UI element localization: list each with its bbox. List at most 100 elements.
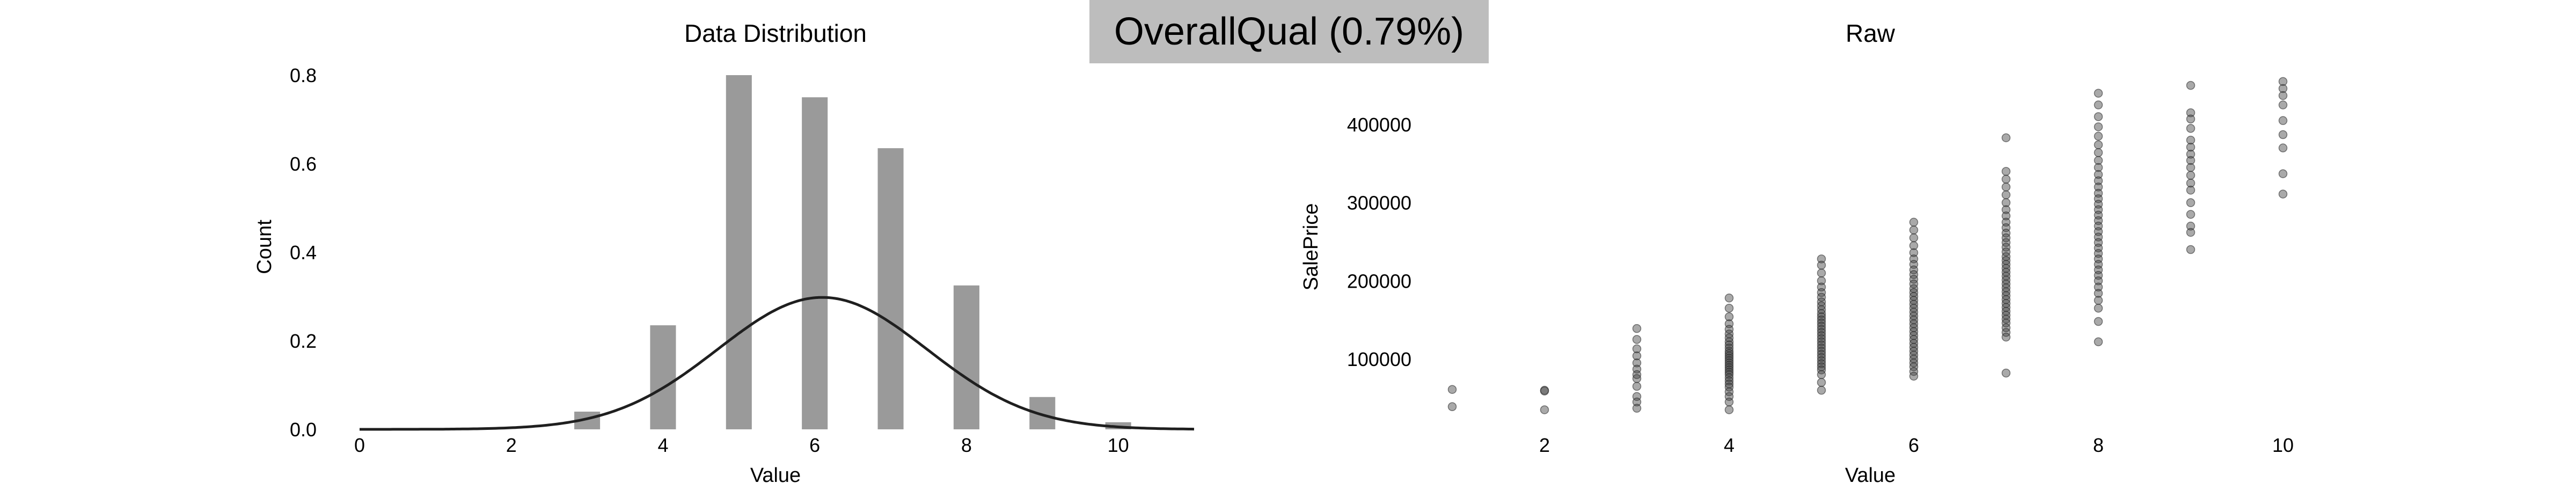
scatter-point [1724,294,1734,303]
scatter-point [2001,198,2011,207]
scatter-point [1817,309,1826,318]
scatter-point [1817,334,1826,343]
scatter-point [1817,370,1826,379]
distribution-chart-title: Data Distribution [684,19,867,47]
scatter-point [1724,347,1734,356]
raw-chart-title: Raw [1846,19,1896,47]
scatter-point [2186,135,2196,145]
scatter-point [2094,317,2103,326]
scatter-point [2094,148,2103,157]
scatter-point [1724,363,1734,372]
scatter-point [1909,225,1919,235]
scatter-point [1909,270,1919,279]
scatter-point [1724,370,1734,379]
scatter-point [2278,77,2288,86]
scatter-point [2278,169,2288,178]
scatter-point [1909,279,1919,289]
scatter-point [1447,402,1457,412]
scatter-point [2278,130,2288,140]
distribution-x-tick-label: 0 [354,434,365,456]
distribution-y-tick-label: 0.6 [290,153,317,175]
suptitle: OverallQual (0.79%) [1114,10,1465,53]
scatter-point [2186,163,2196,172]
scatter-point [1817,254,1826,264]
scatter-point [1909,241,1919,250]
scatter-point [1909,265,1919,275]
scatter-point [1817,325,1826,334]
scatter-point [1724,387,1734,397]
scatter-point [1817,331,1826,340]
scatter-point [2094,282,2103,292]
scatter-point [2186,245,2196,254]
scatter-point [2278,100,2288,109]
scatter-point [1909,217,1919,227]
scatter-point [1724,373,1734,383]
scatter-point [1909,362,1919,371]
raw-y-tick-label: 200000 [1347,270,1411,292]
scatter-point [2001,167,2011,176]
scatter-point [2094,131,2103,141]
raw-x-tick-label: 2 [1539,434,1550,456]
scatter-point [2094,163,2103,172]
scatter-point [1724,358,1734,368]
distribution-y-tick-label: 0.0 [290,419,317,441]
scatter-point [1817,292,1826,302]
distribution-y-tick-label: 0.4 [290,241,317,264]
scatter-point [1909,371,1919,381]
scatter-point [1724,356,1734,365]
scatter-point [2186,198,2196,207]
scatter-point [1632,335,1642,344]
scatter-point [1817,353,1826,362]
scatter-point [2001,211,2011,221]
distribution-y-tick-label: 0.8 [290,64,317,86]
scatter-point [2094,100,2103,109]
scatter-point [2186,178,2196,188]
distribution-x-tick-label: 4 [657,434,668,456]
scatter-point [2001,238,2011,247]
scatter-point [1632,351,1642,361]
scatter-point [2278,116,2288,125]
scatter-point [1909,233,1919,243]
scatter-point [2094,170,2103,179]
scatter-point [2278,91,2288,100]
distribution-ticks: 0 2 4 6 8 10 0.0 0.2 0.4 0.6 0.8 [290,64,1129,456]
scatter-point [1817,359,1826,368]
scatter-point [2001,133,2011,142]
scatter-point [1817,356,1826,365]
scatter-point [2094,182,2103,192]
kde-curve [360,296,1195,431]
scatter-point [1632,382,1642,391]
scatter-point [1817,378,1826,387]
scatter-point [1909,275,1919,284]
histogram-bar [953,285,979,429]
scatter-point [1817,268,1826,277]
scatter-point [2001,205,2011,214]
scatter-point [2001,190,2011,200]
scatter-point [1817,347,1826,356]
distribution-x-tick-label: 6 [809,434,820,456]
scatter-point [2186,142,2196,152]
scatter-point [2001,233,2011,243]
scatter-point [2001,328,2011,337]
scatter-point [1724,383,1734,392]
scatter-point [2186,80,2196,90]
scatter-point [1632,374,1642,383]
scatter-point [2094,89,2103,98]
scatter-point [2001,323,2011,332]
scatter-point [2001,229,2011,238]
scatter-point [1817,340,1826,349]
raw-y-tick-label: 400000 [1347,114,1411,136]
scatter-point [1724,349,1734,358]
distribution-x-tick-label: 2 [506,434,517,456]
scatter-point [2186,171,2196,180]
raw-y-tick-label: 100000 [1347,348,1411,370]
scatter-point [2094,337,2103,347]
suptitle-box: OverallQual (0.79%) [1089,0,1489,63]
scatter-point [2094,122,2103,131]
distribution-x-tick-label: 10 [1108,434,1129,456]
scatter-point [1540,386,1549,396]
raw-y-tick-label: 300000 [1347,192,1411,214]
raw-scatter-chart: Raw Value SalePrice 2 4 6 8 10 100000 200000 30… [1300,19,2294,483]
scatter-point [1817,365,1826,375]
scatter-point [2278,84,2288,93]
